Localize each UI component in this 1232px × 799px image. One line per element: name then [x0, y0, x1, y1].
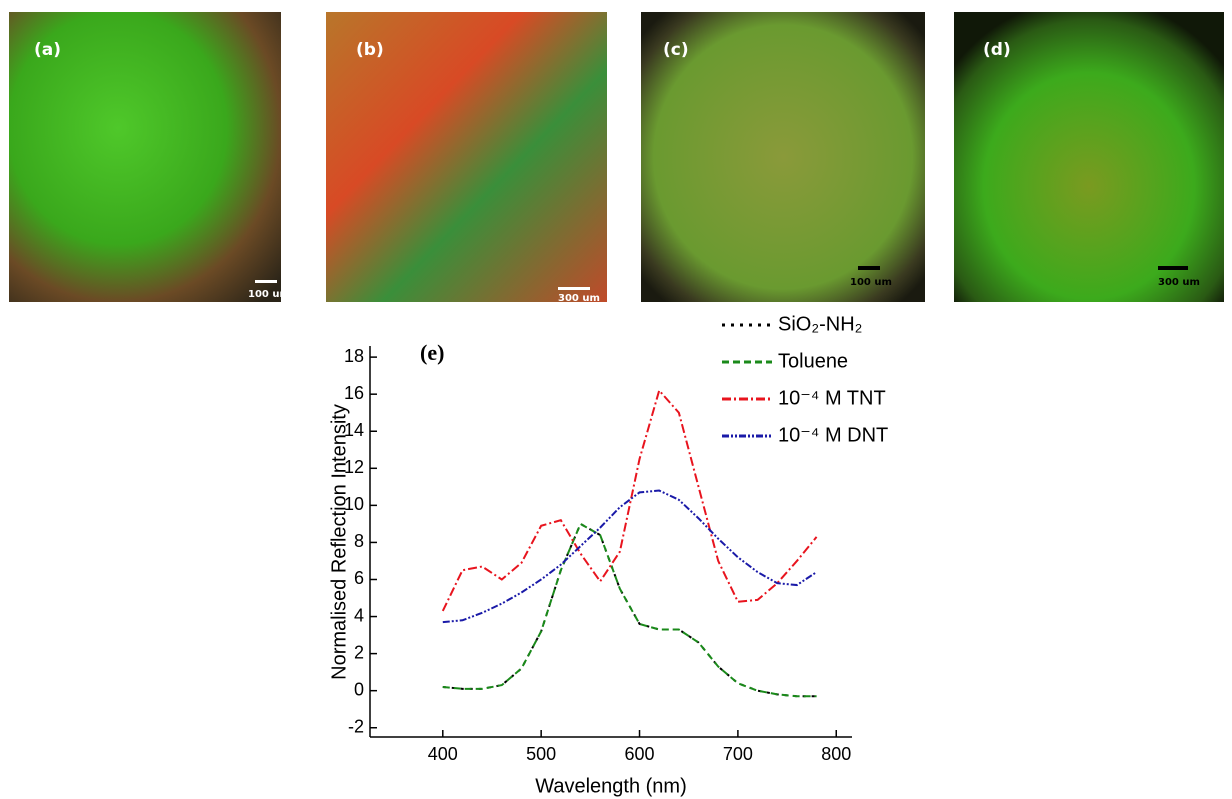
data-line	[442, 489, 818, 624]
x-tick-label: 800	[821, 744, 851, 764]
legend-label: 10⁻⁴ M DNT	[778, 424, 888, 446]
data-line	[442, 522, 817, 698]
panel-label: (d)	[983, 40, 1011, 60]
y-tick-label: -2	[348, 716, 364, 736]
x-axis-label: Wavelength (nm)	[535, 775, 687, 797]
data-line	[442, 522, 817, 698]
y-axis-label: Normalised Reflection Intensity	[328, 404, 350, 680]
scale-bar	[255, 280, 277, 283]
scale-bar	[858, 266, 880, 270]
y-tick-label: 0	[354, 679, 364, 699]
x-tick-label: 700	[723, 744, 753, 764]
legend-label: Toluene	[778, 350, 848, 372]
y-tick-label: 8	[354, 531, 364, 551]
scale-bar	[1158, 266, 1188, 270]
legend-label: 10⁻⁴ M TNT	[778, 387, 886, 409]
data-line	[441, 388, 818, 612]
x-tick-label: 600	[625, 744, 655, 764]
y-tick-label: 10	[344, 494, 364, 514]
micrograph-c	[641, 12, 925, 302]
scale-bar-label: 100 um	[850, 277, 892, 288]
micrograph-b	[326, 12, 607, 302]
y-tick-label: 18	[344, 346, 364, 366]
y-tick-label: 14	[344, 420, 364, 440]
micrograph-a	[9, 12, 281, 302]
y-tick-label: 2	[354, 642, 364, 662]
chart-annotation: (e)	[420, 340, 444, 365]
scale-bar	[558, 287, 590, 290]
y-tick-label: 4	[354, 605, 364, 625]
y-tick-label: 12	[344, 457, 364, 477]
panel-label: (a)	[34, 40, 61, 60]
scale-bar-label: 300 um	[1158, 277, 1200, 288]
panel-label: (b)	[356, 40, 384, 60]
legend-label: SiO₂-NH₂	[778, 313, 862, 335]
x-tick-label: 400	[428, 744, 458, 764]
y-tick-label: 16	[344, 383, 364, 403]
panel-label: (c)	[663, 40, 689, 60]
y-tick-label: 6	[354, 568, 364, 588]
scale-bar-label: 300 um	[558, 293, 600, 304]
micrograph-d	[954, 12, 1224, 302]
x-tick-label: 500	[526, 744, 556, 764]
scale-bar-label: 100 um	[248, 289, 290, 300]
